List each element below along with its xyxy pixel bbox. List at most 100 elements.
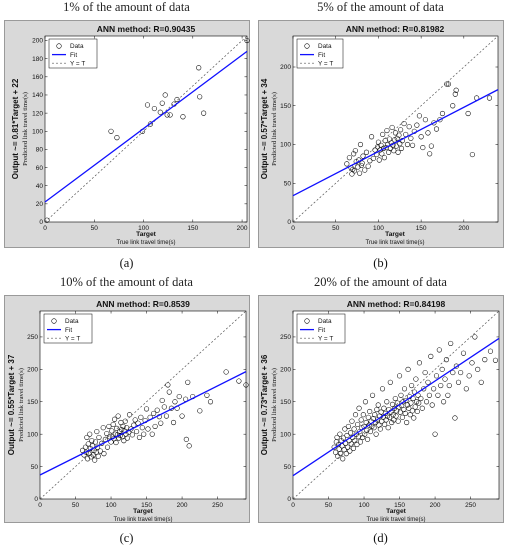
data-point bbox=[363, 149, 370, 155]
x-axis-label: Target bbox=[386, 508, 406, 515]
data-point bbox=[120, 423, 126, 429]
data-point bbox=[110, 421, 116, 428]
axis-ticks: 0 50 100 150 200 250 0 50 100 150 200 250 bbox=[27, 311, 246, 509]
x-tick-label: 50 bbox=[325, 502, 333, 509]
data-point bbox=[374, 406, 380, 413]
data-point bbox=[384, 127, 390, 134]
data-point bbox=[431, 386, 437, 392]
y-tick-label: 80 bbox=[36, 147, 44, 154]
data-point bbox=[95, 453, 101, 459]
y-tick-label: 0 bbox=[34, 496, 38, 503]
data-point bbox=[413, 376, 419, 382]
x-axis-label: Target bbox=[133, 508, 153, 515]
data-point bbox=[161, 404, 167, 410]
data-point bbox=[414, 122, 420, 128]
x-axis-sublabel: True link travel time(s) bbox=[366, 517, 425, 523]
data-point bbox=[180, 114, 186, 120]
data-point bbox=[396, 373, 403, 379]
data-points bbox=[344, 81, 493, 177]
y-tick-label: 150 bbox=[280, 399, 291, 406]
data-point bbox=[409, 382, 415, 389]
data-point bbox=[428, 353, 434, 359]
data-point bbox=[419, 405, 425, 411]
data-point bbox=[453, 87, 459, 93]
data-point bbox=[119, 427, 125, 433]
data-point bbox=[423, 399, 430, 405]
data-point bbox=[97, 448, 103, 454]
panel-caption: (a) bbox=[119, 256, 134, 270]
data-point bbox=[369, 392, 376, 398]
data-point bbox=[366, 422, 372, 428]
data-point bbox=[393, 413, 399, 419]
y-tick-label: 0 bbox=[287, 219, 291, 226]
data-point bbox=[344, 161, 350, 167]
data-point bbox=[398, 145, 405, 151]
data-point bbox=[404, 419, 410, 426]
data-point bbox=[185, 379, 191, 385]
identity-line bbox=[39, 310, 247, 500]
data-point bbox=[243, 382, 249, 388]
data-point bbox=[448, 340, 454, 346]
y-tick-label: 250 bbox=[280, 334, 291, 341]
data-point bbox=[114, 425, 120, 431]
chart-title: ANN method: R=0.81982 bbox=[346, 24, 445, 34]
data-point bbox=[435, 392, 441, 398]
data-point bbox=[372, 147, 378, 153]
x-tick-label: 100 bbox=[373, 225, 384, 232]
y-tick-label: 160 bbox=[32, 74, 43, 81]
legend-label: Y = T bbox=[318, 335, 333, 342]
data-point bbox=[159, 100, 165, 106]
data-point bbox=[362, 399, 369, 405]
data-point bbox=[104, 430, 110, 437]
data-point bbox=[401, 386, 408, 392]
data-point bbox=[337, 431, 343, 437]
y-tick-label: 0 bbox=[39, 219, 43, 226]
y-axis-sublabel: Predicted link travel time(s) bbox=[271, 92, 278, 166]
data-point bbox=[144, 102, 151, 108]
data-point bbox=[152, 423, 158, 429]
data-point bbox=[409, 408, 415, 414]
data-point bbox=[352, 412, 359, 418]
axis-ticks: 0 50 100 150 200 250 0 50 100 150 200 250 bbox=[280, 311, 499, 509]
legend-data-marker bbox=[304, 43, 310, 49]
data-point bbox=[114, 135, 120, 141]
data-point bbox=[445, 81, 452, 87]
y-tick-label: 60 bbox=[36, 165, 44, 172]
legend-label: Fit bbox=[318, 52, 325, 59]
data-point bbox=[358, 417, 364, 423]
data-point bbox=[439, 366, 445, 372]
data-point bbox=[352, 148, 358, 154]
y-tick-label: 100 bbox=[280, 431, 291, 438]
data-point bbox=[469, 151, 475, 158]
data-point bbox=[340, 435, 347, 441]
y-tick-label: 200 bbox=[32, 38, 43, 45]
data-point bbox=[204, 392, 210, 398]
legend-label: Data bbox=[70, 43, 84, 50]
data-point bbox=[347, 448, 353, 454]
data-point bbox=[443, 357, 450, 363]
scatter-chart-a: 0 50 100 150 200020406080100120140160180200 … bbox=[11, 24, 250, 246]
chart-title: ANN method: R=0.84198 bbox=[347, 299, 446, 309]
data-point bbox=[162, 92, 168, 98]
chart-title: ANN method: R=0.8539 bbox=[96, 299, 190, 309]
data-point bbox=[387, 145, 393, 151]
data-point bbox=[44, 217, 50, 223]
data-point bbox=[397, 141, 403, 147]
data-point bbox=[382, 421, 388, 428]
x-tick-label: 100 bbox=[106, 502, 117, 509]
y-axis-sublabel: Predicted link travel time(s) bbox=[18, 368, 25, 442]
y-tick-label: 100 bbox=[32, 128, 43, 135]
axis-ticks: 0 50 100 150 200 0 50 100 150 200 bbox=[280, 36, 498, 232]
data-point bbox=[141, 431, 147, 437]
data-point bbox=[438, 382, 444, 389]
data-point bbox=[362, 167, 368, 173]
data-point bbox=[465, 110, 471, 117]
data-point bbox=[475, 366, 481, 372]
data-point bbox=[149, 431, 155, 437]
panel-title: 5% of the amount of data bbox=[317, 0, 444, 14]
panel-caption: (d) bbox=[373, 531, 388, 545]
x-tick-label: 250 bbox=[465, 502, 476, 509]
data-point bbox=[365, 414, 371, 420]
